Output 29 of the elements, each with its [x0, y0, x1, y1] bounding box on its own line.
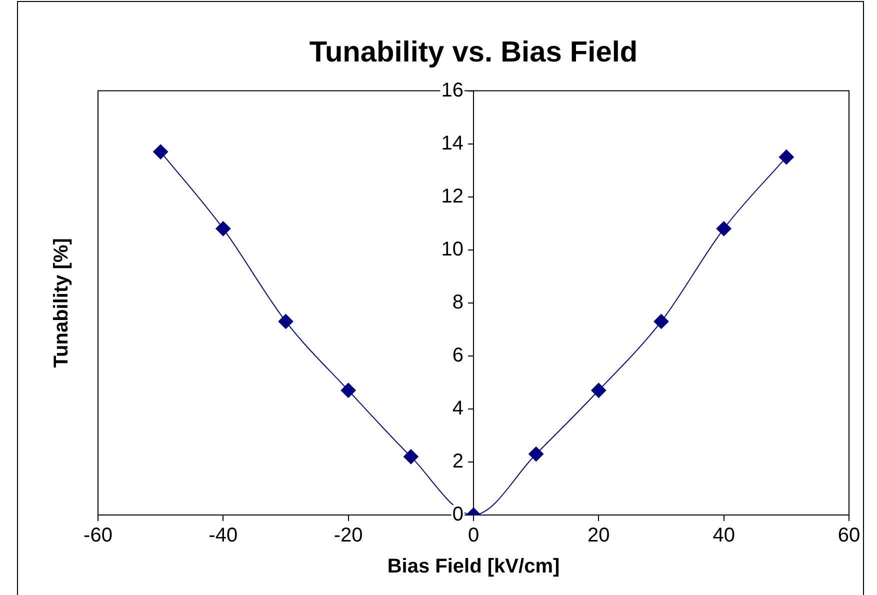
point	[654, 314, 669, 329]
x-tick-label: -40	[208, 524, 238, 547]
y-tick-label: 6	[452, 344, 464, 366]
x-tick-label: 0	[468, 524, 480, 547]
y-tick-label: 0	[452, 504, 464, 526]
point	[778, 150, 794, 165]
point	[591, 382, 606, 398]
point	[716, 221, 732, 236]
y-tick-label: 8	[452, 291, 464, 314]
point	[216, 221, 231, 236]
x-tick-label: -60	[84, 524, 112, 547]
point	[403, 449, 418, 464]
chart-title: Tunability vs. Bias Field	[309, 36, 638, 68]
y-tick-label: 12	[441, 185, 464, 208]
point	[153, 144, 168, 160]
point	[340, 382, 356, 398]
y-axis-title: Tunability [%]	[50, 238, 73, 368]
x-tick-label: 60	[838, 524, 860, 547]
point	[528, 446, 544, 462]
y-tick-label: 14	[441, 132, 464, 154]
y-tick-label: 16	[441, 79, 464, 102]
x-tick-label: 40	[712, 524, 735, 547]
x-tick-label: 20	[588, 524, 610, 547]
x-tick-label: -20	[334, 524, 363, 547]
point	[278, 314, 294, 329]
y-tick-label: 4	[452, 397, 464, 420]
x-axis-title: Bias Field [kV/cm]	[387, 556, 560, 578]
y-tick-label: 2	[452, 450, 464, 472]
y-tick-label: 10	[441, 238, 464, 260]
